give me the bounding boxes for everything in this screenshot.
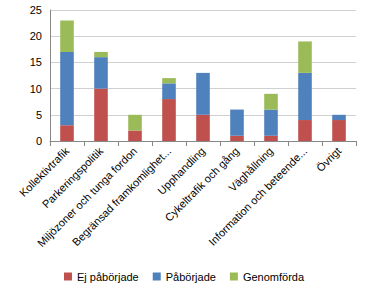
svg-text:10: 10 [30,83,42,95]
svg-text:Information och beteende...: Information och beteende... [206,145,309,248]
svg-text:5: 5 [36,109,42,121]
svg-text:Cykeltrafik och gång: Cykeltrafik och gång [162,144,242,224]
svg-text:Upphandling: Upphandling [155,144,208,197]
svg-text:0: 0 [36,135,42,147]
svg-text:Begränsad framkomlighet...: Begränsad framkomlighet... [70,145,173,248]
svg-text:15: 15 [30,56,42,68]
svg-text:Genomförda: Genomförda [243,271,305,283]
svg-text:20: 20 [30,30,42,42]
svg-text:Påbörjade: Påbörjade [166,271,216,283]
svg-text:Övrigt: Övrigt [314,145,343,174]
svg-text:Väghållning: Väghållning [226,144,276,194]
svg-text:Ej påbörjade: Ej påbörjade [77,271,139,283]
svg-text:Kollektivtrafik: Kollektivtrafik [17,144,72,199]
svg-text:Miljözoner och tunga fordon: Miljözoner och tunga fordon [34,144,140,250]
svg-text:Parkeringspolitik: Parkeringspolitik [40,144,106,210]
svg-text:25: 25 [30,4,42,16]
